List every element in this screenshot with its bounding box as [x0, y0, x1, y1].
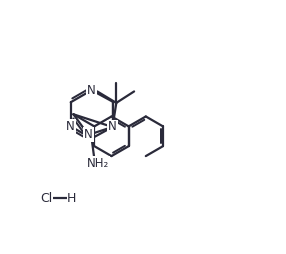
Text: N: N	[87, 84, 96, 97]
Text: N: N	[84, 128, 93, 141]
Text: N: N	[108, 120, 117, 134]
Text: H: H	[67, 192, 77, 205]
Text: N: N	[66, 120, 75, 133]
Text: NH₂: NH₂	[87, 157, 109, 170]
Text: Cl: Cl	[40, 192, 53, 205]
